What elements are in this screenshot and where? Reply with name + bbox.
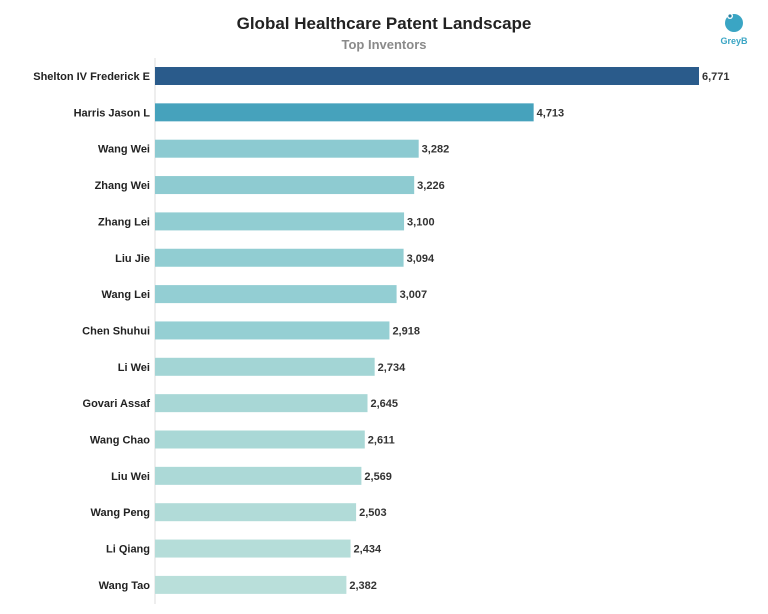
category-label: Zhang Wei [95, 180, 150, 192]
logo-text: GreyB [720, 36, 748, 46]
bar [155, 430, 365, 449]
value-label: 2,645 [371, 398, 399, 410]
category-label: Zhang Lei [98, 216, 150, 228]
chart-subtitle: Top Inventors [341, 37, 427, 52]
bars-group: Shelton IV Frederick E 6,771 Harris Jason … [33, 67, 730, 594]
bar [155, 139, 419, 158]
category-label: Wang Peng [91, 507, 150, 519]
value-label: 2,503 [359, 507, 387, 519]
bar [155, 575, 347, 594]
category-label: Wang Tao [99, 580, 151, 592]
value-label: 3,100 [407, 216, 435, 228]
bar [155, 394, 368, 413]
value-label: 3,094 [407, 253, 435, 265]
value-label: 2,434 [354, 544, 382, 556]
category-label: Govari Assaf [83, 398, 151, 410]
bar [155, 248, 404, 267]
value-label: 6,771 [702, 71, 730, 83]
value-label: 2,734 [378, 362, 406, 374]
category-label: Shelton IV Frederick E [33, 71, 150, 83]
value-label: 4,713 [537, 107, 565, 119]
category-label: Li Qiang [106, 544, 150, 556]
bar [155, 176, 415, 195]
category-label: Wang Lei [102, 289, 150, 301]
category-label: Liu Jie [115, 253, 150, 265]
bar [155, 503, 357, 522]
bar [155, 357, 375, 376]
bar [155, 212, 405, 231]
category-label: Wang Chao [90, 435, 150, 447]
bar [155, 466, 362, 485]
category-label: Harris Jason L [74, 107, 151, 119]
value-label: 2,918 [392, 325, 420, 337]
category-label: Li Wei [118, 362, 150, 374]
value-label: 2,611 [368, 435, 395, 447]
bar [155, 321, 390, 340]
category-label: Chen Shuhui [82, 325, 150, 337]
value-label: 3,282 [422, 144, 450, 156]
bar [155, 285, 397, 304]
value-label: 2,569 [364, 471, 392, 483]
greyb-logo-icon [725, 13, 743, 32]
value-label: 2,382 [349, 580, 377, 592]
category-label: Wang Wei [98, 144, 150, 156]
bar [155, 67, 699, 85]
chart-title: Global Healthcare Patent Landscape [236, 14, 532, 33]
bar [155, 539, 351, 558]
value-label: 3,007 [400, 289, 428, 301]
greyb-logo: GreyB [716, 10, 752, 50]
category-label: Liu Wei [111, 471, 150, 483]
bar [155, 103, 534, 122]
value-label: 3,226 [417, 180, 445, 192]
